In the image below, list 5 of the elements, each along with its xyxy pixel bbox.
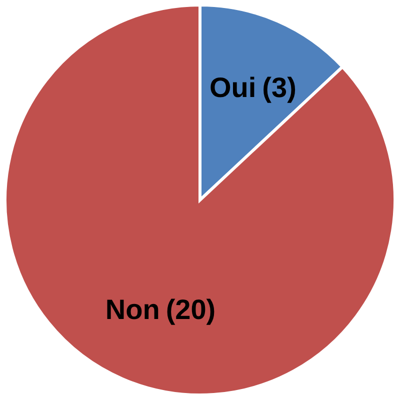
data-label: (3) (262, 72, 296, 104)
slice-label: Oui (209, 72, 256, 104)
slice-label: Non (105, 294, 160, 325)
pie-slice (4, 4, 396, 396)
data-label: (20) (166, 294, 216, 325)
